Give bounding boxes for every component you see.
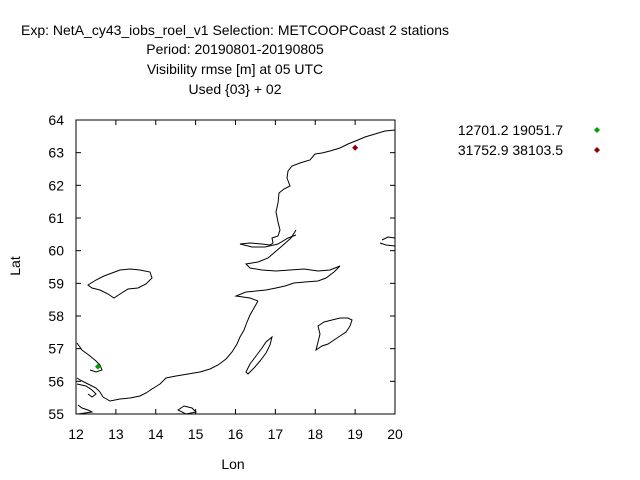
- legend-entry-label: 12701.2 19051.7: [458, 122, 563, 138]
- x-tick-label: 20: [387, 426, 403, 442]
- plot-frame: [75, 119, 396, 415]
- data-point: [352, 144, 359, 151]
- chart-title-line-1: Exp: NetA_cy43_iobs_roel_v1 Selection: M…: [21, 22, 449, 38]
- y-tick-label: 61: [48, 210, 64, 226]
- y-tick-label: 63: [48, 145, 64, 161]
- y-tick-label: 55: [48, 406, 64, 422]
- legend-entry-label: 31752.9 38103.5: [458, 142, 563, 158]
- y-axis: 55 56 57 58 59 60 61 62 63 64: [48, 112, 395, 422]
- y-tick-label: 60: [48, 243, 64, 259]
- y-tick-label: 57: [48, 341, 64, 357]
- x-tick-label: 15: [188, 426, 204, 442]
- legend-marker: [594, 147, 600, 153]
- y-tick-label: 59: [48, 275, 64, 291]
- x-tick-label: 14: [148, 426, 164, 442]
- x-tick-label: 12: [68, 426, 84, 442]
- chart-title-line-2: Period: 20190801-20190805: [146, 41, 324, 57]
- chart-title-line-4: Used {03} + 02: [188, 81, 281, 97]
- x-tick-label: 13: [108, 426, 124, 442]
- x-tick-label: 19: [347, 426, 363, 442]
- y-tick-label: 64: [48, 112, 64, 128]
- x-axis: 12 13 14 15 16 17 18 19 20: [68, 120, 403, 442]
- chart-title-line-3: Visibility rmse [m] at 05 UTC: [147, 61, 323, 77]
- y-tick-label: 58: [48, 308, 64, 324]
- y-axis-label: Lat: [7, 256, 23, 276]
- x-tick-label: 17: [268, 426, 284, 442]
- x-axis-label: Lon: [221, 456, 244, 472]
- legend: 12701.2 19051.7 31752.9 38103.5: [458, 122, 600, 158]
- coastline-map: [76, 129, 396, 415]
- legend-marker: [594, 127, 600, 133]
- y-tick-label: 62: [48, 177, 64, 193]
- y-tick-label: 56: [48, 373, 64, 389]
- data-point: [94, 363, 101, 370]
- x-tick-label: 16: [228, 426, 244, 442]
- x-tick-label: 18: [307, 426, 323, 442]
- data-points: [94, 144, 359, 370]
